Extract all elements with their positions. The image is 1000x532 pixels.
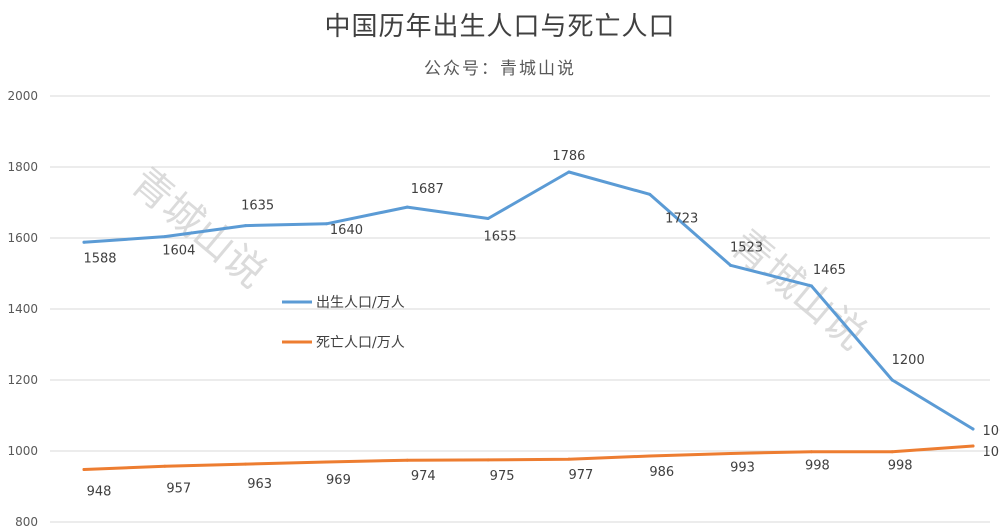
data-point: [729, 263, 733, 267]
data-label: 957: [166, 481, 191, 496]
data-label: 948: [87, 484, 112, 499]
data-point: [809, 284, 813, 288]
data-label: 1588: [83, 251, 116, 266]
data-point: [163, 235, 167, 239]
data-point: [163, 464, 167, 468]
data-label: 986: [649, 465, 674, 480]
data-label: 1640: [330, 223, 363, 238]
data-point: [405, 458, 409, 462]
data-label: 1014: [982, 445, 1000, 460]
legend-label: 出生人口/万人: [316, 295, 405, 311]
data-point: [244, 462, 248, 466]
series-line-1: [82, 170, 975, 431]
data-label: 1687: [411, 182, 444, 197]
data-label: 1655: [484, 229, 517, 244]
series-line-2: [82, 444, 975, 471]
y-tick-label: 1600: [7, 231, 38, 245]
data-label: 998: [888, 459, 913, 474]
watermark-text: 青城山说: [122, 159, 274, 297]
data-label: 1523: [730, 240, 763, 255]
series-group: [82, 170, 975, 471]
legend-label: 死亡人口/万人: [316, 335, 405, 351]
y-tick-label: 1200: [7, 373, 38, 387]
data-point: [567, 457, 571, 461]
data-point: [244, 224, 248, 228]
data-labels: 1588 1604 1635 1640 1687 1655 1786 1723 1523 1465…: [83, 149, 1000, 499]
chart-title: 中国历年出生人口与死亡人口: [324, 12, 676, 42]
data-point: [324, 222, 328, 226]
data-label: 977: [568, 468, 593, 483]
watermarks: 青城山说 青城山说: [122, 159, 874, 359]
data-label: 1723: [665, 211, 698, 226]
data-label: 1062: [982, 424, 1000, 439]
data-label: 998: [805, 459, 830, 474]
data-point: [82, 240, 86, 244]
data-point: [809, 450, 813, 454]
data-point: [567, 170, 571, 174]
data-label: 974: [411, 469, 436, 484]
data-point: [82, 467, 86, 471]
data-label: 1604: [162, 244, 195, 259]
data-point: [890, 378, 894, 382]
data-point: [890, 450, 894, 454]
data-point: [486, 216, 490, 220]
data-point: [405, 205, 409, 209]
data-label: 1635: [241, 199, 274, 214]
y-axis-ticks: 800 1000 1200 1400 1600 1800 2000: [7, 89, 38, 529]
y-tick-label: 1400: [7, 302, 38, 316]
data-point: [648, 192, 652, 196]
data-label: 993: [730, 460, 755, 475]
data-point: [729, 451, 733, 455]
data-point: [971, 427, 975, 431]
y-tick-label: 1000: [7, 444, 38, 458]
data-label: 975: [490, 469, 515, 484]
data-point: [486, 458, 490, 462]
y-tick-label: 800: [15, 515, 38, 529]
y-tick-label: 2000: [7, 89, 38, 103]
chart-subtitle: 公众号：青城山说: [424, 59, 576, 79]
data-label: 963: [247, 477, 272, 492]
data-point: [971, 444, 975, 448]
data-point: [324, 460, 328, 464]
data-label: 969: [326, 473, 351, 488]
data-label: 1786: [552, 149, 585, 164]
data-label: 1200: [892, 353, 925, 368]
y-tick-label: 1800: [7, 160, 38, 174]
data-point: [648, 454, 652, 458]
data-label: 1465: [813, 263, 846, 278]
